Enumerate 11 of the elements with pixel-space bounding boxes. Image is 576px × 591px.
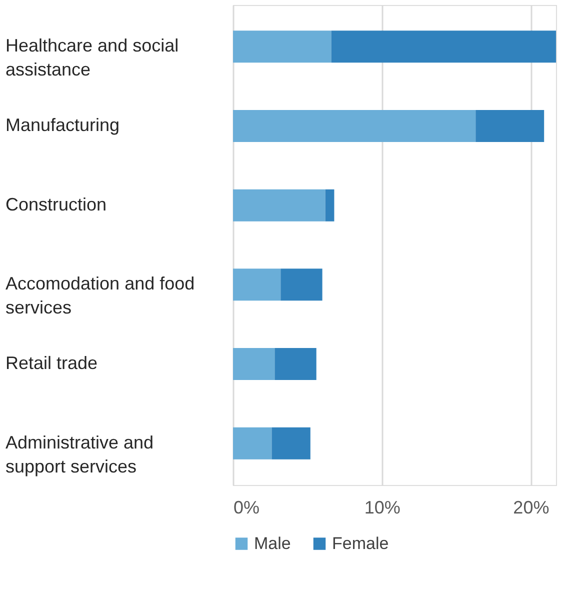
x-tick-label: 0% [234,498,260,518]
x-tick-label: 20% [513,498,550,518]
y-tick-label: Healthcare and social assistance [6,36,179,80]
legend-label: Female [332,534,389,553]
y-tick-label: Administrative and support services [6,432,154,476]
legend-label: Male [254,534,291,553]
y-tick-label: Construction [6,194,107,214]
y-tick-label: Retail trade [6,353,98,374]
y-tick-label: Accomodation and food services [6,274,195,318]
y-tick-label: Manufacturing [6,114,120,135]
x-tick-label: 10% [364,498,400,518]
